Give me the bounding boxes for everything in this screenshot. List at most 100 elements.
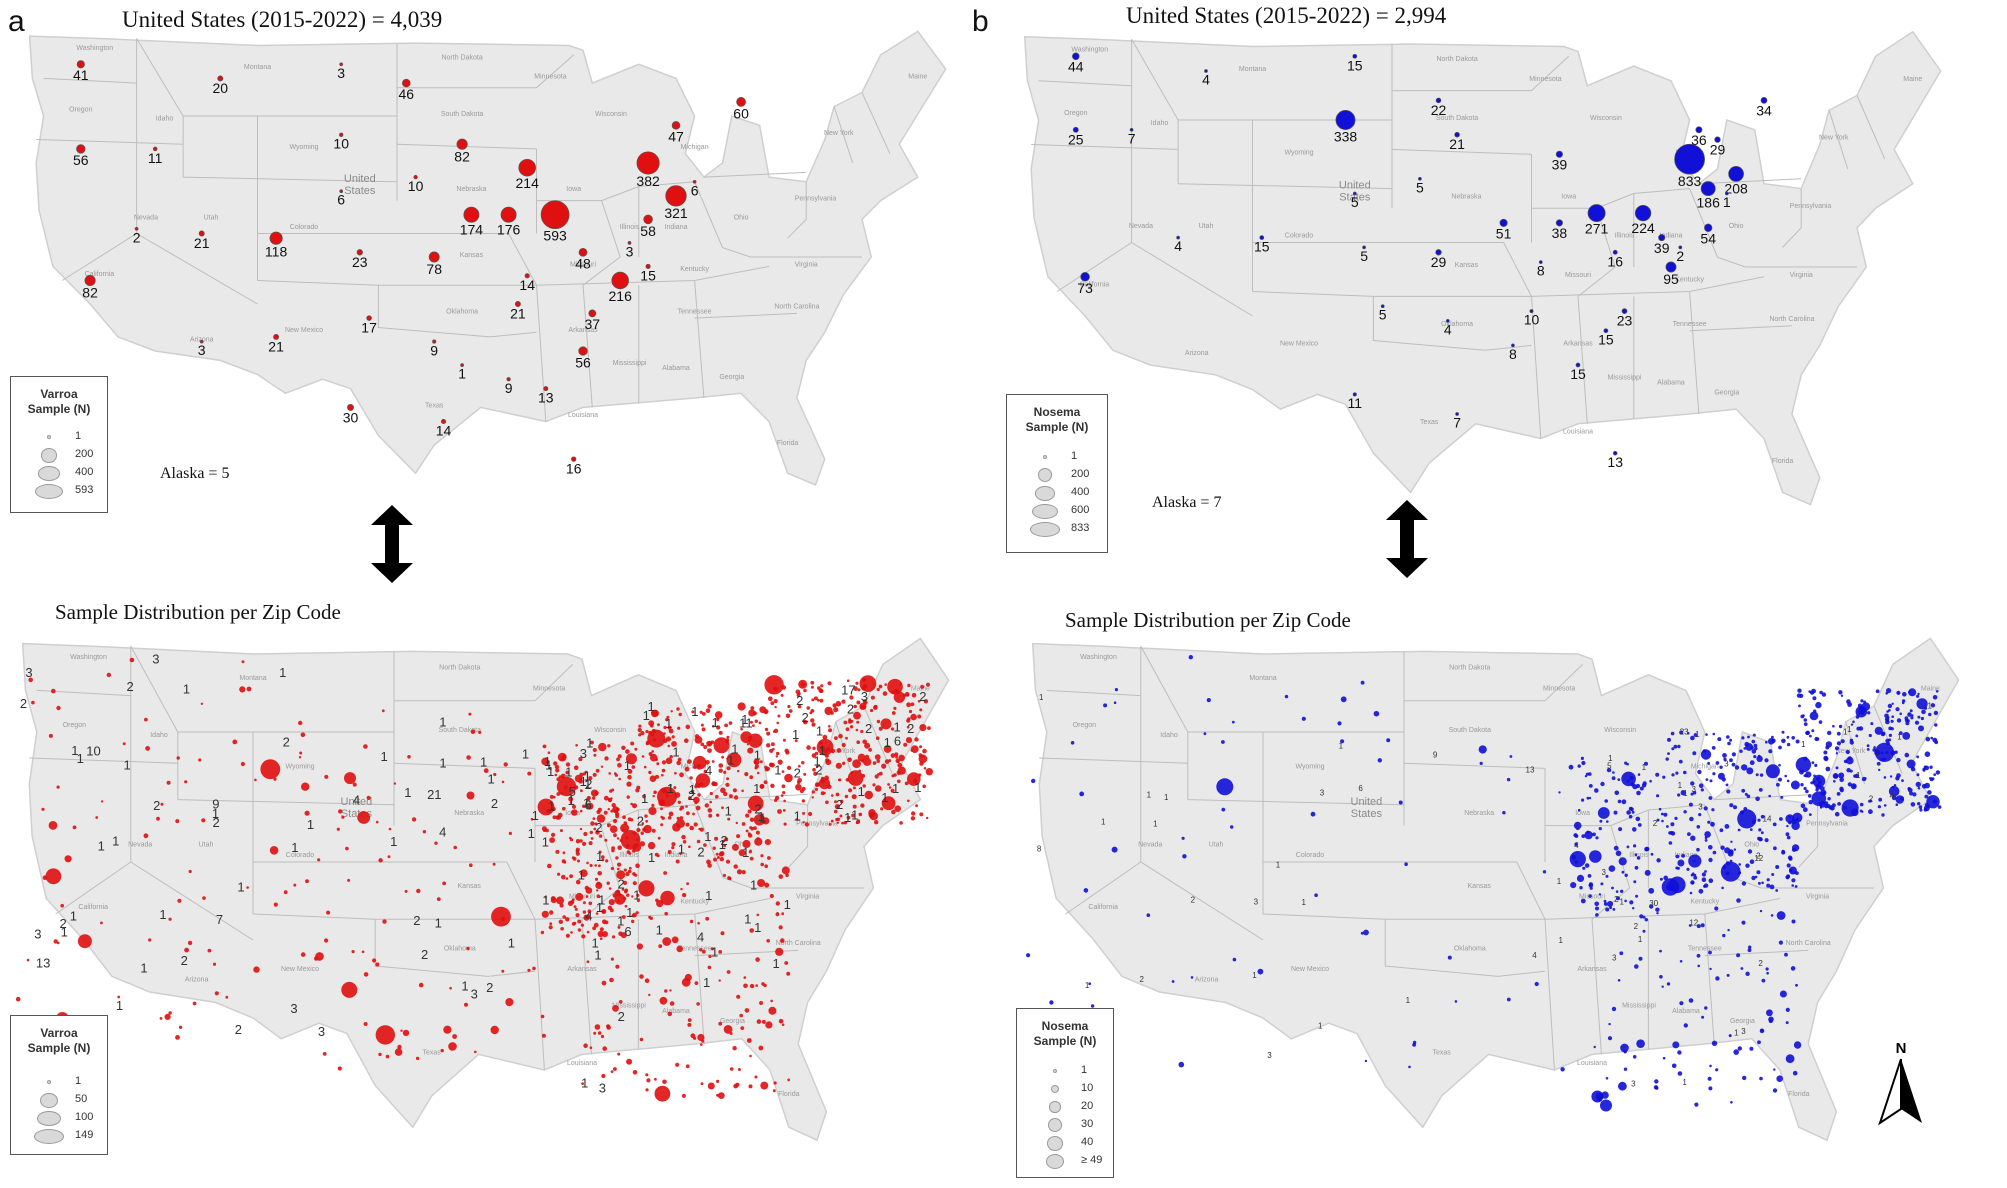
- zip-count-label: 9: [212, 796, 219, 811]
- zip-bubble: [579, 839, 583, 843]
- state-bubble: [456, 138, 468, 150]
- zip-bubble: [1615, 890, 1619, 893]
- state-border: [694, 280, 705, 399]
- zip-count-label: 1: [586, 736, 593, 751]
- zip-bubble: [556, 896, 565, 905]
- zip-count-label: 1: [112, 834, 119, 849]
- zip-bubble: [603, 810, 608, 815]
- zip-bubble: [1599, 1093, 1604, 1098]
- legend-size-label: 100: [75, 1111, 94, 1123]
- zip-bubble: [122, 742, 126, 746]
- zip-bubble: [588, 901, 593, 906]
- zip-bubble: [649, 775, 657, 782]
- state-border: [833, 106, 854, 164]
- zip-bubble: [1619, 951, 1624, 956]
- state-count-label: 118: [265, 243, 288, 259]
- panel-b-alaska-count: Alaska = 7: [1152, 494, 1222, 511]
- zip-bubble: [375, 820, 379, 824]
- zip-bubble: [910, 816, 916, 821]
- zip-bubble: [821, 779, 825, 784]
- state-name-label: Florida: [1772, 458, 1794, 465]
- zip-bubble: [1766, 878, 1770, 882]
- legend-title-line2: Sample (N): [1025, 420, 1089, 434]
- zip-bubble: [645, 742, 649, 746]
- zip-bubble: [620, 830, 641, 850]
- panel-label-a: a: [8, 5, 25, 38]
- zip-bubble: [1814, 763, 1818, 768]
- zip-bubble: [1859, 802, 1864, 807]
- state-name-label: Minnesota: [533, 685, 565, 692]
- state-name-label: Montana: [1249, 675, 1276, 682]
- zip-count-label: 2: [815, 763, 822, 778]
- zip-count-label: 1: [547, 764, 554, 779]
- state-bubble: [1435, 97, 1442, 104]
- state-count-label: 3: [198, 342, 206, 358]
- legend-size-circle: [40, 447, 58, 463]
- zip-bubble: [1834, 811, 1840, 817]
- zip-bubble: [1868, 809, 1873, 815]
- state-count-label: 8: [1537, 263, 1545, 279]
- zip-bubble: [1850, 723, 1854, 726]
- zip-count-label: 4: [439, 825, 446, 840]
- zip-bubble: [801, 761, 805, 765]
- zip-bubble: [1693, 733, 1698, 737]
- zip-bubble: [667, 850, 672, 854]
- zip-count-label: 1: [705, 888, 712, 903]
- zip-bubble: [1779, 817, 1783, 821]
- zip-bubble: [663, 725, 667, 730]
- zip-bubble: [612, 818, 618, 824]
- zip-bubble: [601, 909, 605, 914]
- zip-bubble: [741, 870, 746, 875]
- zip-bubble: [718, 851, 724, 857]
- zip-bubble: [1711, 1040, 1718, 1047]
- state-name-label: Wyoming: [1295, 763, 1324, 770]
- zip-bubble: [1855, 715, 1860, 719]
- zip-bubble: [436, 897, 441, 901]
- zip-count-label: 2: [59, 916, 66, 931]
- state-bubble: [1658, 234, 1666, 242]
- zip-bubble: [1632, 1055, 1637, 1059]
- state-count-label: 73: [1077, 280, 1093, 296]
- zip-bubble: [1910, 716, 1914, 720]
- zip-bubble: [1587, 874, 1592, 878]
- zip-bubble: [592, 796, 596, 800]
- zip-bubble: [1886, 741, 1890, 746]
- legend-nosema-state: Nosema Sample (N) 1 200 400 600 833: [1006, 394, 1108, 553]
- zip-bubble: [1726, 789, 1731, 794]
- state-name-label: Mississippi: [1622, 1003, 1656, 1010]
- zip-bubble: [887, 678, 903, 695]
- state-border: [581, 825, 621, 920]
- zip-bubble: [1776, 1075, 1783, 1082]
- zip-bubble: [707, 742, 712, 747]
- zip-bubble: [1026, 953, 1031, 958]
- zip-bubble: [775, 755, 778, 758]
- zip-bubble: [1891, 702, 1894, 705]
- zip-bubble: [1758, 828, 1762, 832]
- zip-bubble: [1558, 791, 1561, 794]
- zip-bubble: [699, 948, 703, 952]
- zip-bubble: [176, 756, 180, 760]
- zip-bubble: [704, 803, 709, 808]
- zip-bubble: [776, 912, 779, 915]
- zip-count-label: 1: [1619, 898, 1624, 907]
- zip-bubble: [707, 965, 712, 970]
- state-name-label: Oregon: [63, 722, 86, 729]
- state-count-label: 4: [1444, 321, 1452, 337]
- zip-bubble: [1611, 1006, 1617, 1012]
- zip-count-label: 3: [1254, 897, 1259, 906]
- zip-bubble: [621, 915, 626, 919]
- state-border: [1577, 208, 1616, 297]
- zip-count-label: 5: [569, 784, 576, 799]
- zip-bubble: [919, 745, 923, 749]
- zip-bubble: [583, 1043, 588, 1048]
- zip-bubble: [1855, 734, 1859, 738]
- zip-bubble: [626, 893, 630, 897]
- zip-bubble: [700, 1082, 704, 1086]
- zip-bubble: [253, 966, 260, 973]
- zip-bubble: [700, 742, 705, 747]
- zip-bubble: [904, 692, 910, 697]
- zip-bubble: [1581, 798, 1585, 802]
- zip-bubble: [548, 925, 553, 930]
- zip-bubble: [1890, 727, 1894, 731]
- zip-bubble: [1733, 805, 1737, 810]
